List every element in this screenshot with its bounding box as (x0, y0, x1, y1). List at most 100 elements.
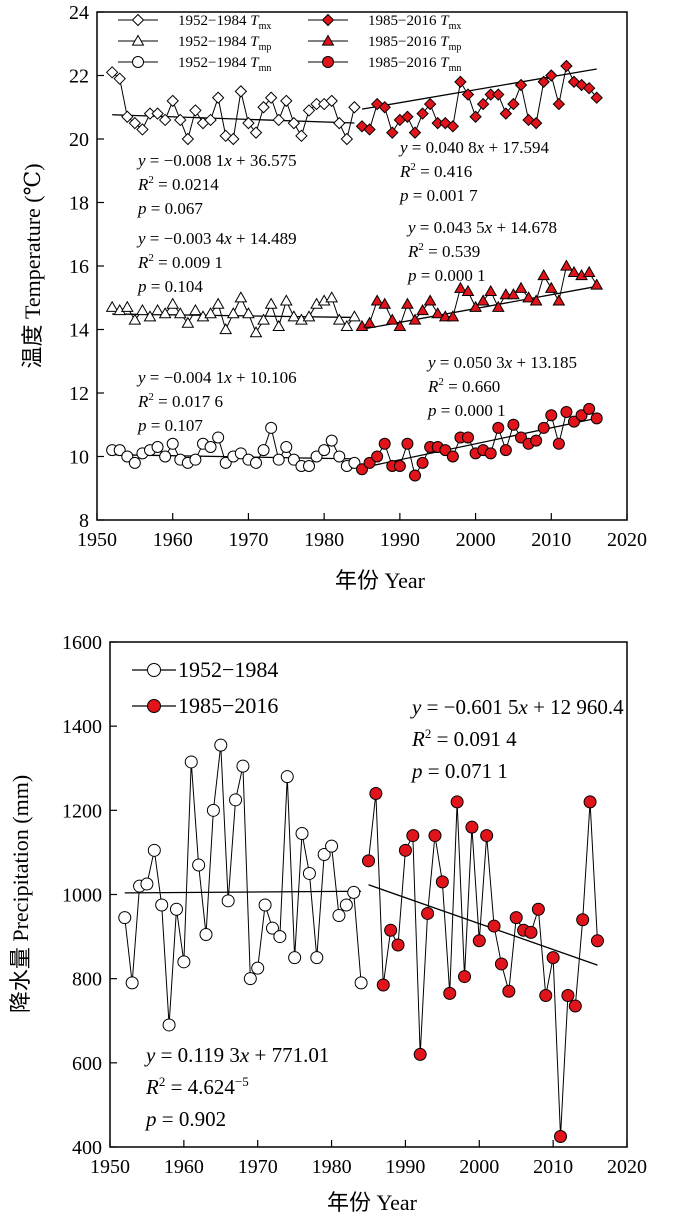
data-point (105, 300, 119, 312)
data-point (264, 91, 278, 104)
legend-entry-4: 1985−2016 Tmp (368, 34, 461, 53)
data-point (428, 829, 442, 843)
x-tick-label: 2000 (459, 1156, 499, 1178)
data-point (332, 909, 346, 923)
data-point (423, 294, 437, 306)
trendline (361, 68, 597, 110)
x-tick-label: 1950 (90, 1156, 130, 1178)
data-point (499, 107, 513, 120)
data-point (371, 450, 384, 463)
precipitation-x-axis-label: 年份 Year (327, 1190, 418, 1215)
x-tick-label: 1990 (385, 1156, 425, 1178)
data-point (416, 107, 429, 120)
svg-text:p = 0.000 1: p = 0.000 1 (407, 266, 486, 285)
data-point (128, 456, 141, 469)
data-point (461, 284, 475, 297)
data-point (204, 440, 217, 453)
data-point (192, 858, 206, 872)
temperature-x-axis: 1950 1960 1970 1980 1990 2000 2010 2020 (77, 513, 647, 551)
data-point (537, 75, 550, 89)
series-1985-2016-tmx (355, 59, 603, 139)
legend-entry-6: 1985−2016 Tmn (368, 55, 461, 74)
data-point (155, 898, 169, 912)
data-point (227, 132, 240, 146)
data-point (264, 297, 278, 309)
data-point (385, 313, 399, 325)
svg-text:p = 0.107: p = 0.107 (137, 416, 203, 435)
data-point (378, 437, 391, 450)
data-point (462, 431, 474, 444)
data-point (499, 444, 512, 457)
data-point (287, 310, 301, 322)
data-point (458, 970, 472, 984)
data-point (476, 294, 490, 306)
data-point (340, 132, 354, 146)
x-tick-label: 2020 (607, 529, 647, 551)
data-point (310, 951, 324, 965)
precipitation-x-axis: 1950 1960 1970 1980 1990 2000 2010 2020 (90, 1140, 647, 1178)
data-point (249, 326, 263, 338)
data-point (472, 934, 486, 948)
data-point (265, 921, 279, 935)
data-point (450, 795, 464, 809)
data-point (211, 297, 225, 309)
data-point (347, 885, 361, 899)
data-point (443, 986, 457, 1000)
data-point (199, 927, 213, 941)
annotation-tmx-1952-1984: y = −0.008 1x + 36.575 R2 = 0.0214 p = 0… (136, 151, 297, 218)
svg-text:R2 = 0.660: R2 = 0.660 (427, 376, 500, 396)
data-point (272, 113, 285, 127)
data-point (378, 101, 391, 114)
data-point (514, 281, 528, 293)
legend-marker (321, 13, 335, 27)
annotation-tmn-1985-2016: y = 0.050 3x + 13.185 R2 = 0.660 p = 0.0… (426, 353, 577, 420)
y-tick-label: 600 (72, 1053, 102, 1075)
data-point (189, 453, 202, 466)
x-tick-label: 2020 (607, 1156, 647, 1178)
data-point (348, 101, 361, 114)
data-point (583, 795, 597, 809)
data-point (234, 291, 248, 303)
y-tick-label: 1600 (62, 632, 102, 654)
annotation-tmp-1985-2016: y = 0.043 5x + 14.678 R2 = 0.539 p = 0.0… (406, 218, 557, 285)
series-1952-1984-tmn (106, 421, 361, 473)
data-point (226, 307, 240, 319)
data-point (423, 97, 437, 111)
data-point (568, 415, 580, 428)
data-point (393, 460, 406, 473)
svg-text:p = 0.067: p = 0.067 (137, 199, 203, 218)
data-point (181, 316, 195, 328)
y-tick-label: 10 (69, 447, 89, 469)
data-point (265, 421, 278, 434)
precipitation-y-axis: 400 600 800 1000 1200 1400 1600 (62, 632, 117, 1159)
data-point (158, 113, 172, 127)
data-point (476, 97, 490, 111)
data-point (552, 437, 565, 450)
data-point (545, 69, 558, 82)
data-point (356, 463, 368, 476)
x-tick-label: 1970 (228, 529, 268, 551)
data-point (409, 469, 421, 482)
data-point (214, 738, 228, 752)
data-point (507, 418, 520, 431)
svg-text:p = 0.000 1: p = 0.000 1 (427, 401, 506, 420)
series-1952-1984 (118, 738, 368, 1032)
data-point (537, 421, 550, 434)
data-point (454, 75, 467, 89)
data-point (174, 113, 187, 127)
data-point (363, 123, 376, 136)
svg-text:p = 0.001 7: p = 0.001 7 (399, 186, 478, 205)
y-tick-label: 18 (69, 193, 89, 215)
data-point (583, 402, 596, 415)
data-point (539, 989, 553, 1002)
y-tick-label: 14 (69, 320, 89, 342)
data-point (435, 875, 449, 889)
data-point (310, 450, 323, 463)
trendline (361, 417, 597, 469)
svg-text:R2 = 0.0214: R2 = 0.0214 (137, 174, 219, 194)
data-point (166, 94, 179, 108)
data-point (189, 303, 202, 316)
data-point (491, 300, 505, 312)
precipitation-y-axis-label: 降水量 Precipitation (mm) (8, 775, 33, 1013)
x-tick-label: 2010 (533, 1156, 573, 1178)
